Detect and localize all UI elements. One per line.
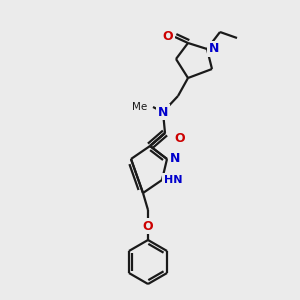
Text: O: O — [175, 131, 185, 145]
Text: N: N — [158, 106, 168, 118]
Text: O: O — [162, 31, 173, 44]
Text: N: N — [170, 152, 180, 166]
Text: Me: Me — [132, 102, 147, 112]
Text: N: N — [209, 43, 219, 56]
Text: O: O — [143, 220, 153, 232]
Text: HN: HN — [164, 175, 182, 185]
